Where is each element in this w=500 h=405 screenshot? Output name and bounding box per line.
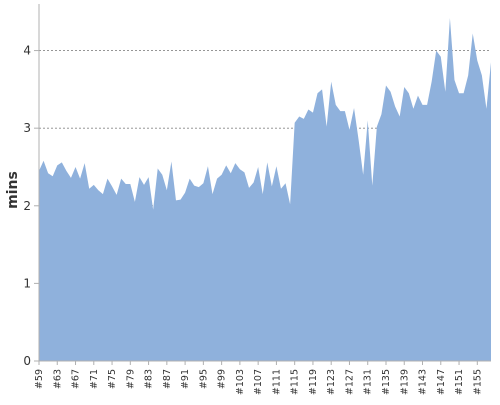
x-tick-label: #63: [52, 369, 63, 389]
y-tick-label: 0: [23, 354, 31, 368]
x-tick-label: #59: [34, 369, 45, 389]
y-tick-label: 4: [23, 44, 31, 58]
x-tick-label: #131: [363, 369, 374, 395]
x-tick-label: #143: [418, 369, 429, 395]
y-tick-label: 1: [23, 276, 31, 290]
x-tick-label: #111: [271, 369, 282, 395]
y-tick-label: 2: [23, 199, 31, 213]
x-tick-label: #139: [399, 369, 410, 395]
x-tick-label: #135: [381, 369, 392, 395]
y-tick-label: 3: [23, 121, 31, 135]
axes: [38, 4, 491, 362]
x-tick-label: #123: [326, 369, 337, 395]
x-tick-label: #107: [253, 369, 264, 395]
x-tick-label: #79: [125, 369, 136, 389]
x-tick-label: #75: [107, 369, 118, 389]
x-tick-label: #115: [290, 369, 301, 395]
area-series: [39, 17, 491, 361]
x-tick-label: #119: [308, 369, 319, 395]
x-tick-label: #83: [144, 369, 155, 389]
x-tick-label: #95: [198, 369, 209, 389]
x-tick-label: #103: [235, 369, 246, 395]
y-axis-label: mins: [5, 171, 21, 209]
x-tick-label: #127: [344, 369, 355, 395]
x-tick-labels: #59 #63 #67 #71 #75 #79 #83 #87 #91 #95 #99 #103 #10…: [34, 361, 483, 395]
x-tick-label: #91: [180, 369, 191, 389]
y-tick-labels: 0 1 2 3 4: [23, 44, 39, 368]
x-tick-label: #99: [217, 369, 228, 389]
x-tick-label: #67: [71, 369, 82, 389]
x-tick-label: #71: [89, 369, 100, 389]
area-fill: [39, 17, 491, 361]
x-tick-label: #151: [454, 369, 465, 395]
x-tick-label: #87: [162, 369, 173, 389]
x-tick-label: #155: [472, 369, 483, 395]
x-tick-label: #147: [436, 369, 447, 395]
